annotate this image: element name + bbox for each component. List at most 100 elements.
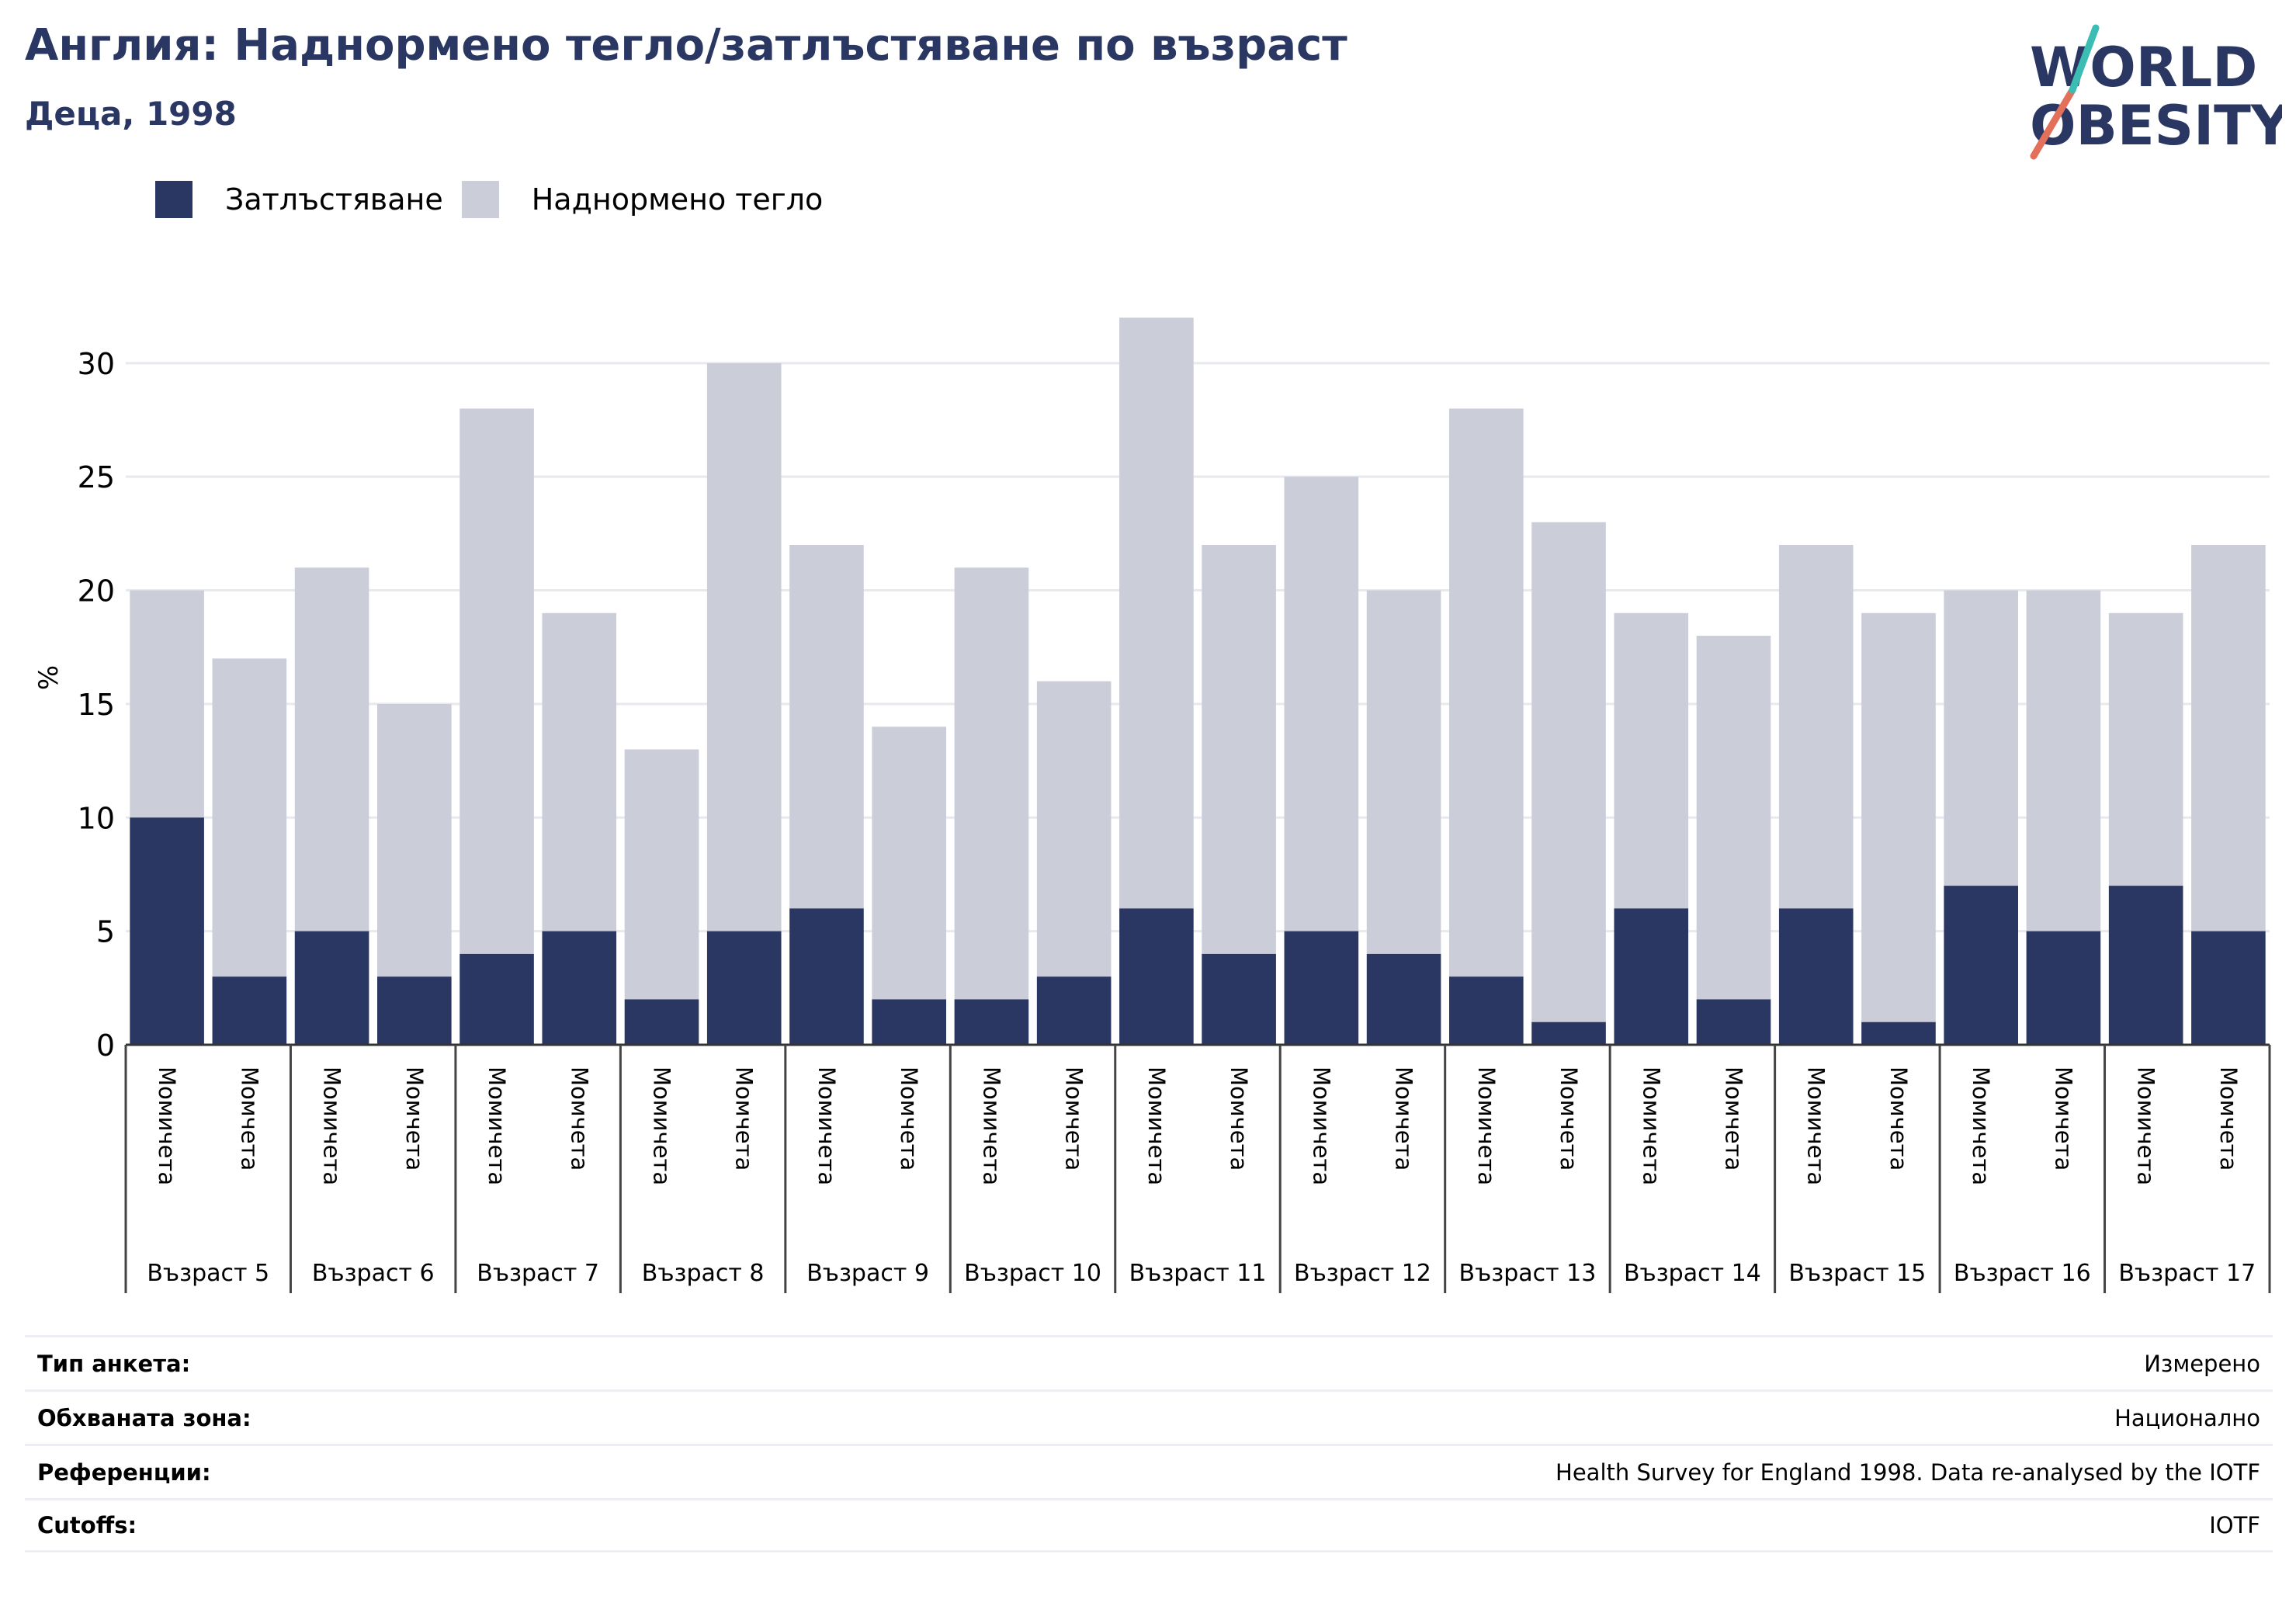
- legend-swatch-obesity: [155, 181, 192, 218]
- bar-overweight: [542, 612, 617, 931]
- bar-obesity: [1036, 976, 1112, 1045]
- bar-overweight: [1696, 636, 1771, 1000]
- y-tick-label: 5: [96, 915, 115, 949]
- svg-text:OBESITY: OBESITY: [2030, 94, 2282, 158]
- chart-subtitle: Деца, 1998: [25, 95, 237, 133]
- bar-overweight: [2026, 590, 2101, 931]
- x-tick-label: Момчета: [1885, 1067, 1912, 1171]
- bar-obesity: [460, 953, 534, 1045]
- y-tick-label: 30: [78, 347, 115, 381]
- x-tick-label: Момичета: [2133, 1067, 2159, 1185]
- legend-label-obesity: Затлъстяване: [225, 182, 443, 217]
- bar-overweight: [1202, 545, 1276, 954]
- bar-obesity: [2108, 886, 2183, 1045]
- group-label: Възраст 17: [2118, 1260, 2256, 1287]
- x-tick-label: Момчета: [401, 1067, 428, 1171]
- x-tick-label: Момичета: [154, 1067, 180, 1185]
- bar-obesity: [1366, 953, 1441, 1045]
- x-tick-label: Момчета: [1556, 1067, 1582, 1171]
- bar-obesity: [1284, 931, 1359, 1045]
- x-tick-label: Момчета: [1391, 1067, 1417, 1171]
- bar-overweight: [2108, 612, 2183, 886]
- bar-overweight: [789, 545, 864, 909]
- bar-obesity: [1202, 953, 1276, 1045]
- footer-value: Национално: [2114, 1404, 2260, 1431]
- x-tick-label: Момчета: [896, 1067, 922, 1171]
- bar-overweight: [460, 408, 534, 954]
- x-tick-label: Момичета: [813, 1067, 840, 1185]
- svg-text:WORLD: WORLD: [2030, 36, 2257, 99]
- bar-overweight: [1284, 477, 1359, 931]
- x-tick-label: Момчета: [566, 1067, 592, 1171]
- bar-obesity: [954, 999, 1029, 1045]
- bar-overweight: [1778, 545, 1854, 909]
- bar-obesity: [2026, 931, 2101, 1045]
- bar-overweight: [1531, 522, 1606, 1022]
- y-tick-label: 15: [78, 688, 115, 722]
- x-tick-label: Момичета: [978, 1067, 1004, 1185]
- bar-overweight: [1449, 408, 1524, 977]
- y-tick-label: 20: [78, 574, 115, 609]
- x-tick-label: Момичета: [1638, 1067, 1664, 1185]
- bar-obesity: [1944, 886, 2018, 1045]
- footer-label: Обхваната зона:: [37, 1404, 251, 1431]
- bar-overweight: [1944, 590, 2018, 886]
- x-tick-label: Момичета: [1803, 1067, 1830, 1185]
- y-tick-label: 0: [96, 1028, 115, 1063]
- x-tick-label: Момчета: [1226, 1067, 1252, 1171]
- x-tick-label: Момичета: [1968, 1067, 1994, 1185]
- chart-title: Англия: Наднормено тегло/затлъстяване по…: [25, 20, 1347, 71]
- bar-overweight: [624, 749, 699, 1000]
- bar-obesity: [1696, 999, 1771, 1045]
- footer-value: Health Survey for England 1998. Data re-…: [1556, 1459, 2260, 1486]
- bar-obesity: [706, 931, 782, 1045]
- footer-row-cutoffs: Cutoffs: IOTF: [25, 1498, 2273, 1552]
- group-label: Възраст 6: [312, 1260, 435, 1287]
- x-tick-label: Момчета: [1721, 1067, 1747, 1171]
- bar-overweight: [2191, 545, 2266, 931]
- group-label: Възраст 10: [964, 1260, 1101, 1287]
- bar-overweight: [1614, 612, 1689, 909]
- bar-obesity: [872, 999, 946, 1045]
- bar-obesity: [1531, 1021, 1606, 1045]
- footer-value: IOTF: [2209, 1512, 2260, 1538]
- bar-obesity: [1119, 908, 1194, 1045]
- bar-overweight: [212, 658, 287, 977]
- x-tick-label: Момичета: [649, 1067, 675, 1185]
- group-label: Възраст 7: [477, 1260, 599, 1287]
- footer-row-references: Референции: Health Survey for England 19…: [25, 1444, 2273, 1498]
- group-label: Възраст 12: [1294, 1260, 1431, 1287]
- bar-obesity: [377, 976, 452, 1045]
- legend-item-obesity: Затлъстяване: [155, 181, 443, 218]
- bar-obesity: [294, 931, 369, 1045]
- x-tick-label: Момчета: [236, 1067, 262, 1171]
- bar-obesity: [624, 999, 699, 1045]
- bar-overweight: [377, 703, 452, 977]
- bar-obesity: [212, 976, 287, 1045]
- bar-obesity: [789, 908, 864, 1045]
- legend-swatch-overweight: [461, 181, 499, 218]
- bar-obesity: [1449, 976, 1524, 1045]
- bar-obesity: [1614, 908, 1689, 1045]
- bar-overweight: [130, 590, 204, 818]
- legend: Затлъстяване Наднормено тегло: [155, 179, 841, 220]
- group-label: Възраст 5: [147, 1260, 269, 1287]
- metadata-table: Тип анкета: Измерено Обхваната зона: Нац…: [25, 1335, 2273, 1552]
- x-tick-label: Момичета: [1473, 1067, 1500, 1185]
- y-tick-label: 10: [78, 801, 115, 835]
- bar-overweight: [294, 567, 369, 931]
- legend-label-overweight: Наднормено тегло: [531, 182, 824, 217]
- world-obesity-logo: WORLD OBESITY: [2030, 24, 2282, 160]
- x-tick-label: Момчета: [2050, 1067, 2076, 1171]
- bar-overweight: [1861, 612, 1936, 1022]
- bar-overweight: [1366, 590, 1441, 954]
- y-tick-label: 25: [78, 460, 115, 494]
- bar-overweight: [706, 362, 782, 931]
- bar-obesity: [130, 817, 204, 1045]
- footer-row-coverage: Обхваната зона: Национално: [25, 1389, 2273, 1444]
- x-tick-label: Момчета: [1061, 1067, 1087, 1171]
- group-label: Възраст 16: [1954, 1260, 2091, 1287]
- bar-obesity: [1861, 1021, 1936, 1045]
- legend-item-overweight: Наднормено тегло: [461, 181, 824, 218]
- y-axis-label: %: [33, 665, 64, 690]
